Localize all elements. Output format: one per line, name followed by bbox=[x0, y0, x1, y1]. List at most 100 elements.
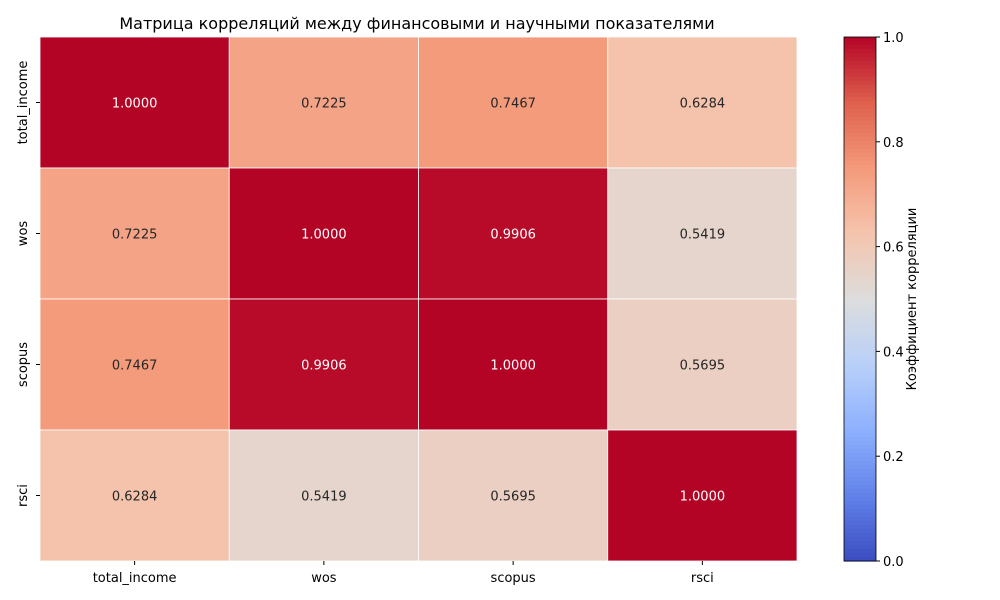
colorbar-tick-label: 0.8 bbox=[883, 136, 904, 151]
colorbar-segment bbox=[844, 237, 876, 242]
y-tick-label: total_income bbox=[16, 61, 31, 145]
cell-value-label: 1.0000 bbox=[490, 359, 536, 374]
heatmap-cell bbox=[39, 429, 230, 562]
colorbar-segment bbox=[844, 353, 876, 358]
colorbar-segment bbox=[844, 149, 876, 154]
colorbar-segment bbox=[844, 533, 876, 538]
colorbar-segment bbox=[844, 405, 876, 410]
colorbar-segment bbox=[844, 329, 876, 334]
x-axis: total_income wos scopus rsci bbox=[93, 561, 714, 586]
y-tick-label: wos bbox=[16, 221, 31, 247]
colorbar-segment bbox=[844, 413, 876, 418]
colorbar-segment bbox=[844, 221, 876, 226]
colorbar-segment bbox=[844, 117, 876, 122]
colorbar-segment bbox=[844, 173, 876, 178]
colorbar-segment bbox=[844, 433, 876, 438]
colorbar-segment bbox=[844, 269, 876, 274]
colorbar-segment bbox=[844, 241, 876, 246]
colorbar-segment bbox=[844, 501, 876, 506]
colorbar-segment bbox=[844, 309, 876, 314]
colorbar-segment bbox=[844, 505, 876, 510]
colorbar-segment bbox=[844, 61, 876, 66]
colorbar-segment bbox=[844, 225, 876, 230]
colorbar-segment bbox=[844, 277, 876, 282]
chart-title: Матрица корреляций между финансовыми и н… bbox=[119, 14, 714, 33]
heatmap-cell bbox=[228, 36, 419, 169]
colorbar-segment bbox=[844, 477, 876, 482]
colorbar-segment bbox=[844, 233, 876, 238]
colorbar-segment bbox=[844, 261, 876, 266]
colorbar-segment bbox=[844, 125, 876, 130]
colorbar-segment bbox=[844, 337, 876, 342]
colorbar-tick-label: 1.0 bbox=[883, 31, 904, 46]
y-tick-label: scopus bbox=[16, 342, 31, 387]
cell-value-label: 1.0000 bbox=[680, 490, 726, 505]
colorbar-segment bbox=[844, 509, 876, 514]
colorbar-segment bbox=[844, 473, 876, 478]
colorbar-segment bbox=[844, 313, 876, 318]
colorbar-segment bbox=[844, 381, 876, 386]
cell-value-label: 0.7225 bbox=[301, 97, 347, 112]
colorbar-segment bbox=[844, 517, 876, 522]
colorbar-segment bbox=[844, 53, 876, 58]
cell-value-label: 0.7467 bbox=[490, 97, 536, 112]
colorbar-segment bbox=[844, 37, 876, 42]
colorbar-segment bbox=[844, 429, 876, 434]
colorbar-segment bbox=[844, 401, 876, 406]
colorbar-segment bbox=[844, 297, 876, 302]
cell-value-label: 0.5419 bbox=[301, 490, 347, 505]
colorbar-segment bbox=[844, 333, 876, 338]
cell-value-label: 1.0000 bbox=[112, 97, 158, 112]
colorbar-segment bbox=[844, 457, 876, 462]
colorbar-segment bbox=[844, 469, 876, 474]
colorbar-segment bbox=[844, 69, 876, 74]
colorbar-segment bbox=[844, 397, 876, 402]
colorbar-segment bbox=[844, 89, 876, 94]
colorbar-segment bbox=[844, 345, 876, 350]
colorbar-segment bbox=[844, 425, 876, 430]
colorbar-segment bbox=[844, 165, 876, 170]
colorbar-segment bbox=[844, 553, 876, 558]
cell-value-label: 0.5419 bbox=[680, 228, 726, 243]
colorbar-segment bbox=[844, 485, 876, 490]
colorbar-segment bbox=[844, 357, 876, 362]
colorbar-segment bbox=[844, 105, 876, 110]
colorbar-segment bbox=[844, 157, 876, 162]
heatmap-cell bbox=[418, 167, 609, 300]
colorbar-segment bbox=[844, 465, 876, 470]
colorbar-segment bbox=[844, 73, 876, 78]
colorbar: 0.0 0.2 0.4 0.6 0.8 1.0 bbox=[843, 31, 904, 570]
colorbar-segment bbox=[844, 325, 876, 330]
colorbar-segment bbox=[844, 421, 876, 426]
heatmap-cell bbox=[228, 167, 419, 300]
colorbar-segment bbox=[844, 273, 876, 278]
colorbar-segment bbox=[844, 265, 876, 270]
colorbar-segment bbox=[844, 385, 876, 390]
colorbar-segment bbox=[844, 317, 876, 322]
colorbar-segment bbox=[844, 437, 876, 442]
cell-value-label: 0.7225 bbox=[112, 228, 158, 243]
colorbar-segment bbox=[844, 185, 876, 190]
colorbar-segment bbox=[844, 189, 876, 194]
colorbar-segment bbox=[844, 65, 876, 70]
colorbar-segment bbox=[844, 177, 876, 182]
cell-value-label: 0.5695 bbox=[490, 490, 536, 505]
cell-value-label: 0.7467 bbox=[112, 359, 158, 374]
colorbar-tick-label: 0.4 bbox=[883, 345, 904, 360]
colorbar-segment bbox=[844, 513, 876, 518]
x-tick-label: scopus bbox=[491, 571, 536, 586]
colorbar-segment bbox=[844, 441, 876, 446]
colorbar-segment bbox=[844, 445, 876, 450]
colorbar-segment bbox=[844, 101, 876, 106]
colorbar-segment bbox=[844, 349, 876, 354]
colorbar-segment bbox=[844, 93, 876, 98]
colorbar-segment bbox=[844, 81, 876, 86]
colorbar-segment bbox=[844, 249, 876, 254]
colorbar-segment bbox=[844, 85, 876, 90]
colorbar-segment bbox=[844, 301, 876, 306]
colorbar-segment bbox=[844, 289, 876, 294]
cell-value-label: 0.9906 bbox=[301, 359, 347, 374]
colorbar-segment bbox=[844, 281, 876, 286]
